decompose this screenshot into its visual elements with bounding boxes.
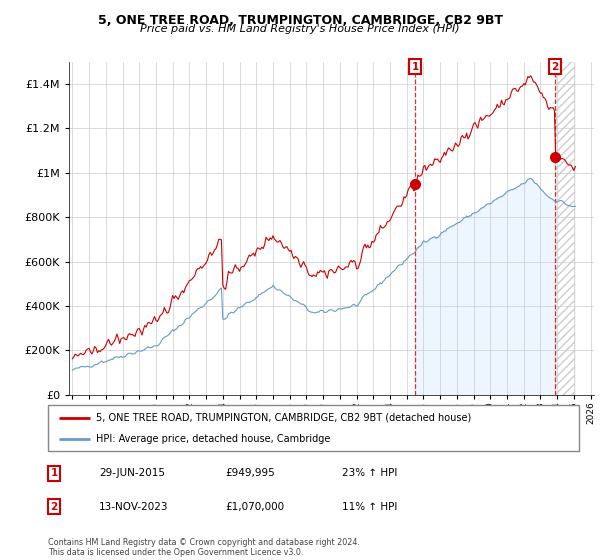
Text: HPI: Average price, detached house, Cambridge: HPI: Average price, detached house, Camb… bbox=[96, 435, 330, 444]
Text: 5, ONE TREE ROAD, TRUMPINGTON, CAMBRIDGE, CB2 9BT: 5, ONE TREE ROAD, TRUMPINGTON, CAMBRIDGE… bbox=[97, 14, 503, 27]
Text: 1: 1 bbox=[50, 468, 58, 478]
Text: £949,995: £949,995 bbox=[225, 468, 275, 478]
Text: Contains HM Land Registry data © Crown copyright and database right 2024.
This d: Contains HM Land Registry data © Crown c… bbox=[48, 538, 360, 557]
Text: 13-NOV-2023: 13-NOV-2023 bbox=[99, 502, 169, 512]
Text: Price paid vs. HM Land Registry's House Price Index (HPI): Price paid vs. HM Land Registry's House … bbox=[140, 24, 460, 34]
Text: 1: 1 bbox=[412, 62, 419, 72]
Text: 29-JUN-2015: 29-JUN-2015 bbox=[99, 468, 165, 478]
Text: 23% ↑ HPI: 23% ↑ HPI bbox=[342, 468, 397, 478]
Text: 11% ↑ HPI: 11% ↑ HPI bbox=[342, 502, 397, 512]
Text: 2: 2 bbox=[551, 62, 559, 72]
Text: £1,070,000: £1,070,000 bbox=[225, 502, 284, 512]
Text: 2: 2 bbox=[50, 502, 58, 512]
FancyBboxPatch shape bbox=[48, 405, 579, 451]
Text: 5, ONE TREE ROAD, TRUMPINGTON, CAMBRIDGE, CB2 9BT (detached house): 5, ONE TREE ROAD, TRUMPINGTON, CAMBRIDGE… bbox=[96, 413, 471, 423]
